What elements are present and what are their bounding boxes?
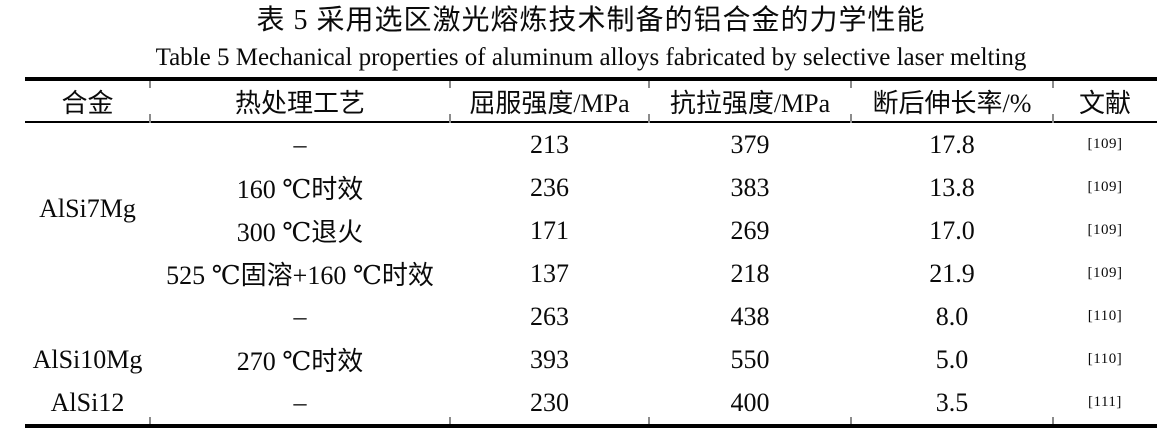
heat-treatment-cell: 525 ℃固溶+160 ℃时效 <box>166 261 434 290</box>
column-separator-tick <box>850 81 852 88</box>
reference-cell: [110] <box>1053 338 1157 381</box>
reference-cell: [111] <box>1053 381 1157 426</box>
column-separator-tick <box>1052 81 1054 88</box>
table-row: AlSi12 – 230 400 3.5 [111] <box>25 381 1157 426</box>
elongation-cell: 17.8 <box>929 129 975 159</box>
elongation-cell: 5.0 <box>935 344 969 374</box>
col-header-alloy: 合金 <box>25 79 150 123</box>
reference-cell: [109] <box>1053 122 1157 166</box>
alloy-cell: AlSi7Mg <box>39 194 136 223</box>
yield-strength-cell: 263 <box>530 301 569 331</box>
reference-label: [109] <box>1087 178 1123 195</box>
column-separator-tick <box>149 81 151 88</box>
header-row: 合金 热处理工艺 屈服强度/MPa 抗拉强度/MPa 断后伸长率/% 文献 <box>25 79 1157 123</box>
column-separator-tick <box>149 417 151 424</box>
reference-cell: [110] <box>1053 295 1157 338</box>
heat-treatment-cell: – <box>293 301 307 331</box>
yield-strength-cell: 137 <box>530 258 569 288</box>
col-header-tensile-strength: 抗拉强度/MPa <box>649 79 851 123</box>
elongation-cell: 17.0 <box>929 215 975 245</box>
table-row: – 263 438 8.0 [110] <box>25 295 1157 338</box>
reference-label: [110] <box>1087 350 1123 367</box>
column-separator-tick <box>648 417 650 424</box>
tensile-strength-cell: 400 <box>730 387 770 417</box>
heat-treatment-cell: 160 ℃时效 <box>236 175 364 204</box>
yield-strength-cell: 230 <box>530 387 569 417</box>
table-row: AlSi7Mg – 213 379 17.8 [109] <box>25 122 1157 224</box>
col-header-heat-treatment: 热处理工艺 <box>150 79 450 123</box>
mechanical-properties-table: 合金 热处理工艺 屈服强度/MPa 抗拉强度/MPa 断后伸长率/% 文献 Al… <box>25 77 1157 428</box>
column-separator-tick <box>449 417 451 424</box>
heat-treatment-cell: – <box>293 387 307 417</box>
tensile-strength-cell: 218 <box>730 258 770 288</box>
heat-treatment-cell: 300 ℃退火 <box>236 218 364 247</box>
reference-cell: [109] <box>1053 252 1157 295</box>
yield-strength-cell: 213 <box>530 129 569 159</box>
alloy-cell: AlSi10Mg <box>32 344 143 374</box>
column-separator-tick <box>449 81 451 88</box>
table-body: AlSi7Mg – 213 379 17.8 [109] 160 ℃时效 236 383 13.8… <box>25 122 1157 426</box>
tensile-strength-cell: 550 <box>730 344 770 374</box>
reference-label: [109] <box>1087 221 1123 238</box>
column-separator-tick <box>1052 417 1054 424</box>
column-separator-tick <box>449 114 451 123</box>
table-caption-zh: 表 5 采用选区激光熔炼技术制备的铝合金的力学性能 <box>256 5 926 36</box>
col-header-yield-strength: 屈服强度/MPa <box>450 79 649 123</box>
reference-cell: [109] <box>1053 166 1157 209</box>
heat-treatment-cell: – <box>293 129 307 159</box>
yield-strength-cell: 393 <box>530 344 569 374</box>
col-header-elongation: 断后伸长率/% <box>851 79 1053 123</box>
table-caption-en: Table 5 Mechanical properties of aluminu… <box>155 44 1027 71</box>
yield-strength-cell: 171 <box>530 215 569 245</box>
reference-label: [111] <box>1088 393 1122 410</box>
heat-treatment-cell: 270 ℃时效 <box>236 347 364 376</box>
alloy-cell: AlSi12 <box>50 387 125 417</box>
tensile-strength-cell: 269 <box>730 215 770 245</box>
column-separator-tick <box>648 114 650 123</box>
elongation-cell: 13.8 <box>929 172 975 202</box>
table-row: 160 ℃时效 236 383 13.8 [109] <box>25 166 1157 209</box>
alloy-cell <box>25 295 150 338</box>
reference-label: [109] <box>1087 135 1123 152</box>
column-separator-tick <box>850 114 852 123</box>
elongation-cell: 3.5 <box>935 387 969 417</box>
yield-strength-cell: 236 <box>530 172 569 202</box>
tensile-strength-cell: 379 <box>730 129 770 159</box>
column-separator-tick <box>1052 114 1054 123</box>
elongation-cell: 8.0 <box>935 301 969 331</box>
elongation-cell: 21.9 <box>929 258 975 288</box>
table-row: 300 ℃退火 171 269 17.0 [109] <box>25 209 1157 252</box>
column-separator-tick <box>850 417 852 424</box>
reference-label: [109] <box>1087 264 1123 281</box>
reference-cell: [109] <box>1053 209 1157 252</box>
table-row: AlSi10Mg 270 ℃时效 393 550 5.0 [110] <box>25 338 1157 381</box>
reference-label: [110] <box>1087 307 1123 324</box>
tensile-strength-cell: 383 <box>730 172 770 202</box>
column-separator-tick <box>149 114 151 123</box>
col-header-reference: 文献 <box>1053 79 1157 123</box>
tensile-strength-cell: 438 <box>730 301 770 331</box>
column-separator-tick <box>648 81 650 88</box>
table-row: 525 ℃固溶+160 ℃时效 137 218 21.9 [109] <box>25 252 1157 295</box>
